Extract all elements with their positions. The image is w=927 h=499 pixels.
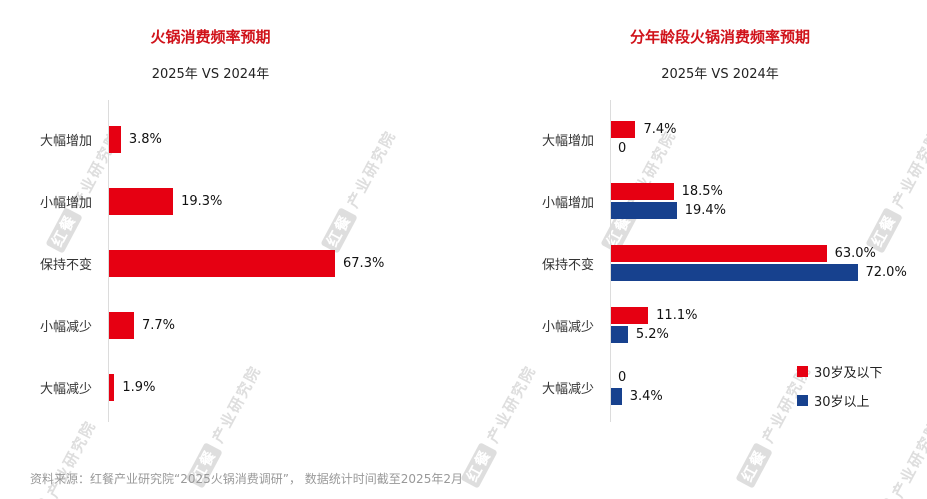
- bar: [610, 264, 858, 281]
- bar-line: 7.7%: [108, 311, 403, 339]
- bar-line: 0: [610, 369, 920, 386]
- bar: [610, 183, 674, 200]
- legend-swatch: [797, 395, 808, 406]
- chart-row: 保持不变 67.3%: [18, 232, 403, 294]
- value-label: 11.1%: [656, 308, 698, 323]
- watermark-name: 产业研究院: [888, 417, 927, 499]
- bar: [610, 326, 628, 343]
- category-label: 保持不变: [541, 257, 594, 273]
- category-label: 大幅减少: [39, 381, 92, 397]
- chart-row: 大幅增加 3.8%: [18, 108, 403, 170]
- bar-line: 3.4%: [610, 388, 920, 405]
- bars-group: 67.3%: [108, 249, 403, 277]
- bar-line: 1.9%: [108, 373, 403, 401]
- value-label: 3.4%: [629, 389, 663, 404]
- y-axis-line: [610, 100, 611, 422]
- bar: [108, 187, 174, 215]
- chart-plot: 大幅增加 7.4% 0 小幅增加 18.5% 19.4% 保持不变 63.0% 72.0% 小幅减…: [520, 100, 920, 422]
- watermark: 红餐产业研究院: [865, 416, 927, 499]
- bar-line: 63.0%: [610, 245, 920, 262]
- legend-item: 30岁以上: [797, 391, 883, 410]
- bar: [108, 311, 134, 339]
- bar: [108, 373, 115, 401]
- legend-label: 30岁以上: [814, 395, 870, 410]
- chart-hotpot-frequency-by-age: 分年龄段火锅消费频率预期 2025年 VS 2024年 大幅增加 7.4% 0 小幅增…: [520, 16, 920, 426]
- bars-group: 0 3.4%: [610, 369, 920, 405]
- value-label: 72.0%: [865, 265, 907, 280]
- chart-subtitle: 2025年 VS 2024年: [151, 67, 270, 82]
- legend: 30岁及以下 30岁以上: [797, 362, 883, 410]
- y-axis-line: [108, 100, 109, 422]
- chart-row: 小幅增加 19.3%: [18, 170, 403, 232]
- value-label: 0: [618, 141, 627, 156]
- bars-group: 63.0% 72.0%: [610, 245, 920, 281]
- bar-line: 11.1%: [610, 307, 920, 324]
- category-label: 小幅减少: [541, 319, 594, 335]
- bar-line: 7.4%: [610, 121, 920, 138]
- bars-group: 7.7%: [108, 311, 403, 339]
- bar-line: 67.3%: [108, 249, 403, 277]
- bar-line: 19.4%: [610, 202, 920, 219]
- chart-row: 保持不变 63.0% 72.0%: [520, 232, 920, 294]
- bar: [610, 245, 827, 262]
- value-label: 0: [618, 370, 627, 385]
- chart-plot: 大幅增加 3.8% 小幅增加 19.3% 保持不变 67.3% 小幅减少 7.7% 大幅减少 1.…: [18, 100, 403, 422]
- category-label: 大幅增加: [541, 133, 594, 149]
- bars-group: 18.5% 19.4%: [610, 183, 920, 219]
- category-label: 保持不变: [39, 257, 92, 273]
- bars-group: 7.4% 0: [610, 121, 920, 157]
- bars-group: 3.8%: [108, 125, 403, 153]
- bar: [610, 121, 636, 138]
- bar-line: 0: [610, 140, 920, 157]
- chart-row: 小幅减少 11.1% 5.2%: [520, 294, 920, 356]
- bar: [610, 202, 677, 219]
- category-label: 小幅增加: [39, 195, 92, 211]
- value-label: 18.5%: [681, 184, 723, 199]
- legend-label: 30岁及以下: [814, 366, 883, 381]
- value-label: 19.4%: [684, 203, 726, 218]
- chart-row: 大幅减少 0 3.4%: [520, 356, 920, 418]
- value-label: 7.4%: [643, 122, 677, 137]
- value-label: 67.3%: [343, 255, 385, 271]
- watermark-logo: 红餐: [735, 442, 773, 489]
- watermark-logo: 红餐: [460, 442, 498, 489]
- value-label: 3.8%: [128, 131, 162, 147]
- bars-group: 11.1% 5.2%: [610, 307, 920, 343]
- bar: [108, 249, 336, 277]
- bar-line: 19.3%: [108, 187, 403, 215]
- chart-row: 大幅减少 1.9%: [18, 356, 403, 418]
- chart-row: 小幅减少 7.7%: [18, 294, 403, 356]
- chart-title: 火锅消费频率预期: [150, 28, 271, 46]
- value-label: 1.9%: [122, 379, 156, 395]
- bar-line: 18.5%: [610, 183, 920, 200]
- chart-row: 小幅增加 18.5% 19.4%: [520, 170, 920, 232]
- category-label: 大幅增加: [39, 133, 92, 149]
- value-label: 19.3%: [181, 193, 223, 209]
- bar-line: 5.2%: [610, 326, 920, 343]
- category-label: 小幅增加: [541, 195, 594, 211]
- chart-title: 分年龄段火锅消费频率预期: [629, 28, 810, 46]
- source-note: 资料来源：红餐产业研究院“2025火锅消费调研”， 数据统计时间截至2025年2…: [30, 472, 463, 486]
- bars-group: 1.9%: [108, 373, 403, 401]
- bars-group: 19.3%: [108, 187, 403, 215]
- chart-row: 大幅增加 7.4% 0: [520, 108, 920, 170]
- chart-hotpot-frequency: 火锅消费频率预期 2025年 VS 2024年 大幅增加 3.8% 小幅增加 19.3…: [18, 16, 403, 426]
- value-label: 63.0%: [834, 246, 876, 261]
- bar-line: 3.8%: [108, 125, 403, 153]
- legend-swatch: [797, 366, 808, 377]
- bar: [610, 307, 649, 324]
- value-label: 7.7%: [141, 317, 175, 333]
- category-label: 小幅减少: [39, 319, 92, 335]
- bar: [610, 388, 622, 405]
- bar-line: 72.0%: [610, 264, 920, 281]
- bar: [108, 125, 121, 153]
- legend-item: 30岁及以下: [797, 362, 883, 381]
- value-label: 5.2%: [635, 327, 669, 342]
- chart-subtitle: 2025年 VS 2024年: [661, 67, 779, 82]
- category-label: 大幅减少: [541, 381, 594, 397]
